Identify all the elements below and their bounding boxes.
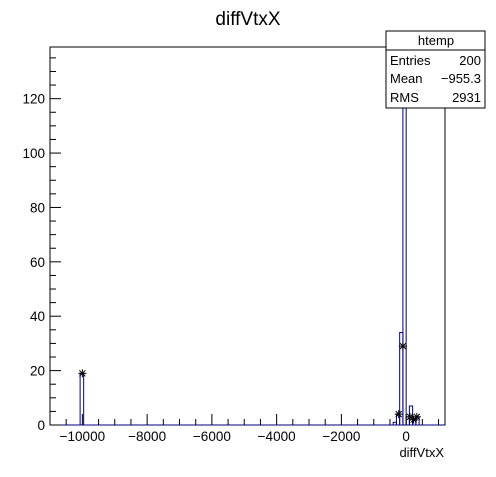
x-tick-label: −10000 (60, 429, 105, 444)
stats-box-title: htemp (418, 33, 454, 48)
x-tick-label: −6000 (193, 429, 231, 444)
stats-value-entries: 200 (459, 53, 481, 68)
y-tick-label: 80 (30, 200, 45, 215)
x-axis: −10000 −8000 −6000 −4000 −2000 0 (49, 414, 440, 444)
stats-box-frame (385, 30, 486, 109)
x-tick-label: 0 (402, 429, 410, 444)
y-tick-label: 120 (22, 92, 45, 107)
chart-title: diffVtxX (215, 9, 280, 30)
y-tick-label: 0 (37, 418, 45, 433)
y-tick-label: 40 (30, 309, 45, 324)
y-tick-label: 60 (30, 255, 45, 270)
data-marker-4 (406, 412, 415, 421)
stats-box: htemp Entries 200 Mean −955.3 RMS 2931 (385, 30, 486, 109)
stats-label-rms: RMS (390, 90, 419, 105)
x-tick-label: −2000 (322, 429, 360, 444)
y-tick-label: 100 (22, 146, 45, 161)
y-tick-label: 20 (30, 364, 45, 379)
data-marker-1 (394, 410, 403, 419)
data-marker-6 (412, 412, 421, 421)
x-axis-title: diffVtxX (399, 445, 444, 460)
stats-value-rms: 2931 (452, 90, 481, 105)
data-marker-2 (398, 342, 407, 351)
x-tick-label: −4000 (258, 429, 296, 444)
data-marker-0 (78, 369, 87, 378)
y-axis: 0 20 40 60 80 100 120 (22, 57, 61, 433)
x-tick-label: −8000 (128, 429, 166, 444)
stats-label-mean: Mean (390, 71, 423, 86)
stats-value-mean: −955.3 (441, 71, 481, 86)
stats-label-entries: Entries (390, 53, 431, 68)
